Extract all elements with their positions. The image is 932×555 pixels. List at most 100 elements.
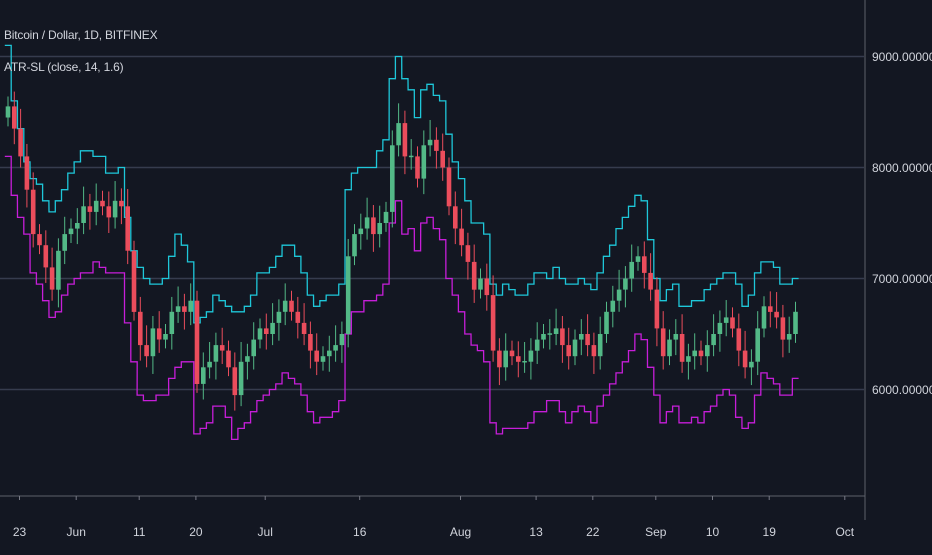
candle-body bbox=[138, 311, 143, 346]
price-label: 7000.00000000 bbox=[872, 272, 932, 286]
candle-body bbox=[402, 123, 408, 157]
candle-body bbox=[282, 300, 288, 312]
candle-down bbox=[219, 327, 225, 364]
candle-down bbox=[591, 332, 597, 374]
candle-down bbox=[156, 311, 162, 353]
candle-down bbox=[459, 208, 464, 257]
candle-body bbox=[175, 306, 181, 312]
candle-body bbox=[553, 328, 559, 334]
atr-lower-path bbox=[4, 155, 799, 441]
candle-body bbox=[642, 256, 647, 273]
candle-body bbox=[408, 155, 414, 158]
candle-up bbox=[327, 335, 332, 372]
candle-body bbox=[654, 289, 660, 329]
candle-body bbox=[522, 361, 527, 363]
time-axis: 23 Jun 11 20 Jul 16 Aug 13 22 Sep 10 19 Oct bbox=[13, 496, 855, 539]
candle-body bbox=[566, 345, 571, 357]
candle-body bbox=[648, 272, 653, 290]
candle-body bbox=[698, 350, 704, 357]
candle-down bbox=[471, 244, 477, 303]
candle-down bbox=[18, 108, 23, 168]
candle-up bbox=[692, 333, 697, 370]
candle-up bbox=[213, 332, 219, 380]
candle-up bbox=[427, 119, 433, 157]
candle-body bbox=[75, 223, 80, 229]
atr-lower-line bbox=[4, 155, 799, 441]
candle-body bbox=[465, 245, 471, 262]
candle-body bbox=[93, 200, 99, 212]
candle-down bbox=[446, 157, 452, 216]
candle-down bbox=[768, 291, 773, 328]
candle-body bbox=[585, 334, 590, 346]
candle-down bbox=[648, 253, 653, 301]
time-label: 20 bbox=[189, 525, 203, 539]
candle-down bbox=[642, 241, 647, 289]
candle-up bbox=[188, 283, 193, 326]
candle-down bbox=[37, 224, 42, 255]
candle-up bbox=[320, 346, 326, 371]
candle-body bbox=[295, 311, 301, 323]
candle-body bbox=[616, 289, 622, 301]
candle-down bbox=[560, 316, 565, 363]
candle-up bbox=[207, 341, 212, 379]
candle-up bbox=[749, 349, 754, 386]
candle-down bbox=[402, 110, 408, 175]
candle-up bbox=[478, 268, 483, 299]
candle-up bbox=[755, 311, 760, 376]
candle-body bbox=[5, 106, 11, 118]
candle-down bbox=[289, 290, 294, 321]
candle-body bbox=[509, 350, 515, 357]
candle-up bbox=[421, 130, 427, 195]
candle-body bbox=[579, 334, 584, 340]
candle-body bbox=[314, 350, 319, 362]
candle-body bbox=[308, 334, 313, 351]
candle-down bbox=[585, 314, 590, 357]
candle-up bbox=[358, 213, 364, 250]
candle-body bbox=[516, 356, 521, 362]
candle-up bbox=[635, 246, 641, 271]
candle-body bbox=[736, 328, 742, 351]
candle-down bbox=[308, 321, 313, 369]
candle-up bbox=[528, 338, 534, 380]
candle-body bbox=[415, 156, 420, 179]
time-label: 22 bbox=[586, 525, 600, 539]
candle-body bbox=[446, 167, 452, 207]
candle-up bbox=[251, 322, 256, 370]
candle-up bbox=[390, 130, 395, 228]
candle-body bbox=[289, 300, 294, 312]
candle-down bbox=[509, 340, 515, 366]
candle-body bbox=[56, 250, 61, 290]
candle-body bbox=[207, 361, 212, 368]
candle-body bbox=[459, 228, 464, 246]
candle-body bbox=[238, 361, 244, 396]
candle-body bbox=[201, 367, 206, 384]
candle-body bbox=[245, 356, 250, 362]
candle-up bbox=[396, 103, 401, 157]
time-label: Sep bbox=[645, 525, 667, 539]
candle-up bbox=[616, 269, 622, 312]
candle-down bbox=[264, 313, 269, 350]
candle-body bbox=[163, 334, 168, 340]
time-label: Jun bbox=[67, 525, 86, 539]
candle-body bbox=[793, 311, 798, 334]
time-label: 13 bbox=[529, 525, 543, 539]
candle-body bbox=[471, 261, 477, 290]
time-label: Oct bbox=[835, 525, 854, 539]
candle-body bbox=[786, 334, 792, 340]
candle-down bbox=[232, 352, 238, 411]
candle-body bbox=[761, 306, 767, 329]
candle-down bbox=[780, 304, 786, 358]
candle-body bbox=[24, 156, 30, 190]
candle-down bbox=[194, 290, 200, 393]
time-label: 19 bbox=[763, 525, 777, 539]
candle-up bbox=[667, 329, 672, 366]
candle-body bbox=[333, 345, 338, 351]
candle-down bbox=[679, 314, 685, 373]
price-label: 6000.00000000 bbox=[872, 383, 932, 397]
candle-up bbox=[245, 343, 250, 380]
candle-body bbox=[692, 350, 697, 357]
candle-body bbox=[194, 300, 200, 384]
candle-body bbox=[339, 334, 345, 346]
